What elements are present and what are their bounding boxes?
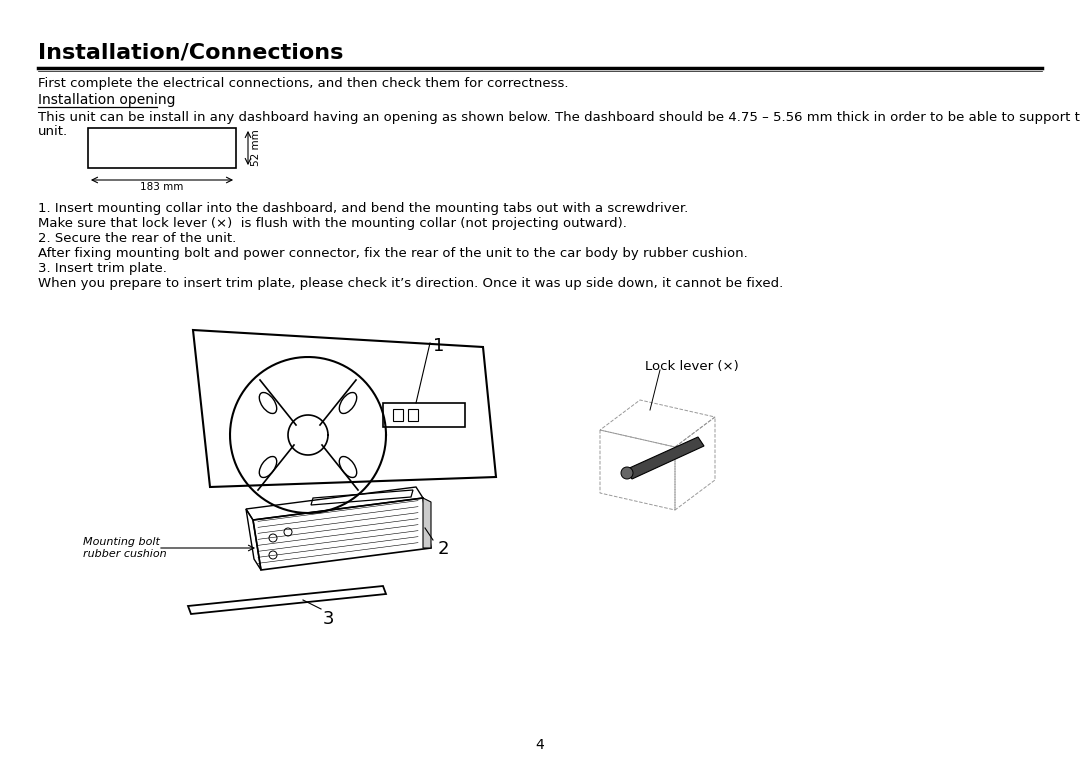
Text: 3: 3 xyxy=(323,610,335,628)
Circle shape xyxy=(621,467,633,479)
Text: 52 mm: 52 mm xyxy=(251,130,261,166)
Bar xyxy=(87,128,237,168)
Polygon shape xyxy=(423,498,431,548)
Text: This unit can be install in any dashboard having an opening as shown below. The : This unit can be install in any dashboar… xyxy=(38,111,1080,124)
Text: Make sure that lock lever (×)  is flush with the mounting collar (not projecting: Make sure that lock lever (×) is flush w… xyxy=(38,217,626,230)
Text: Mounting bolt
rubber cushion: Mounting bolt rubber cushion xyxy=(83,537,166,559)
Bar xyxy=(393,409,403,421)
Text: Installation/Connections: Installation/Connections xyxy=(38,42,343,62)
Text: 183 mm: 183 mm xyxy=(140,182,184,192)
Text: Lock lever (×): Lock lever (×) xyxy=(645,360,739,373)
Bar xyxy=(408,409,418,421)
Polygon shape xyxy=(625,437,704,479)
Bar xyxy=(383,403,465,427)
Text: 3. Insert trim plate.: 3. Insert trim plate. xyxy=(38,262,167,275)
Text: First complete the electrical connections, and then check them for correctness.: First complete the electrical connection… xyxy=(38,77,568,90)
Text: When you prepare to insert trim plate, please check it’s direction. Once it was : When you prepare to insert trim plate, p… xyxy=(38,277,783,290)
Text: Installation opening: Installation opening xyxy=(38,93,175,107)
Text: 2: 2 xyxy=(438,540,449,558)
Text: 4: 4 xyxy=(536,738,544,752)
Text: 1. Insert mounting collar into the dashboard, and bend the mounting tabs out wit: 1. Insert mounting collar into the dashb… xyxy=(38,202,688,215)
Text: After fixing mounting bolt and power connector, fix the rear of the unit to the : After fixing mounting bolt and power con… xyxy=(38,247,747,260)
Text: unit.: unit. xyxy=(38,125,68,138)
Text: 2. Secure the rear of the unit.: 2. Secure the rear of the unit. xyxy=(38,232,237,245)
Text: 1: 1 xyxy=(433,337,444,355)
